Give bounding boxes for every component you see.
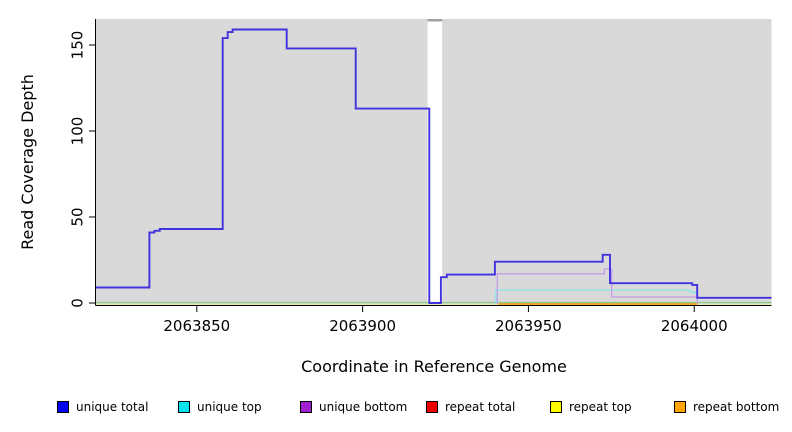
y-tick-label: 150 bbox=[69, 31, 87, 60]
legend-item-unique-total: unique total bbox=[57, 398, 148, 416]
legend-swatch-unique-total bbox=[57, 401, 69, 413]
series-line-unique-bottom bbox=[496, 268, 699, 304]
coverage-gap-cap bbox=[427, 19, 443, 22]
legend-swatch-repeat-bottom bbox=[674, 401, 686, 413]
legend-swatch-unique-bottom bbox=[300, 401, 312, 413]
legend-label: unique total bbox=[76, 400, 149, 414]
x-tick-label: 2063850 bbox=[163, 317, 230, 335]
y-tick-label: 50 bbox=[69, 207, 87, 226]
x-tick-label: 2064000 bbox=[661, 317, 728, 335]
legend-label: repeat total bbox=[445, 400, 516, 414]
legend-swatch-repeat-top bbox=[550, 401, 562, 413]
legend-label: unique top bbox=[197, 400, 262, 414]
legend-item-repeat-total: repeat total bbox=[426, 398, 515, 416]
legend-swatch-repeat-total bbox=[426, 401, 438, 413]
coverage-plot-canvas: 0 50 100 150 2063850 2063900 2063950 2064000 bbox=[69, 19, 772, 335]
legend-item-unique-top: unique top bbox=[178, 398, 262, 416]
legend-item-repeat-bottom: repeat bottom bbox=[674, 398, 779, 416]
x-tick-label: 2063950 bbox=[495, 317, 562, 335]
legend: unique total unique top unique bottom repea… bbox=[0, 398, 792, 420]
y-tick-label: 100 bbox=[69, 117, 87, 146]
legend-item-repeat-top: repeat top bbox=[550, 398, 632, 416]
legend-label: unique bottom bbox=[319, 400, 408, 414]
legend-label: repeat bottom bbox=[693, 400, 780, 414]
coverage-gap-band bbox=[427, 21, 443, 305]
series-line-unique-total bbox=[96, 28, 772, 304]
x-axis-title: Coordinate in Reference Genome bbox=[301, 357, 567, 376]
x-tick-label: 2063900 bbox=[329, 317, 396, 335]
legend-item-unique-bottom: unique bottom bbox=[300, 398, 407, 416]
legend-label: repeat top bbox=[569, 400, 632, 414]
y-axis-title: Read Coverage Depth bbox=[18, 74, 37, 250]
legend-swatch-unique-top bbox=[178, 401, 190, 413]
y-tick-label: 0 bbox=[69, 298, 87, 308]
